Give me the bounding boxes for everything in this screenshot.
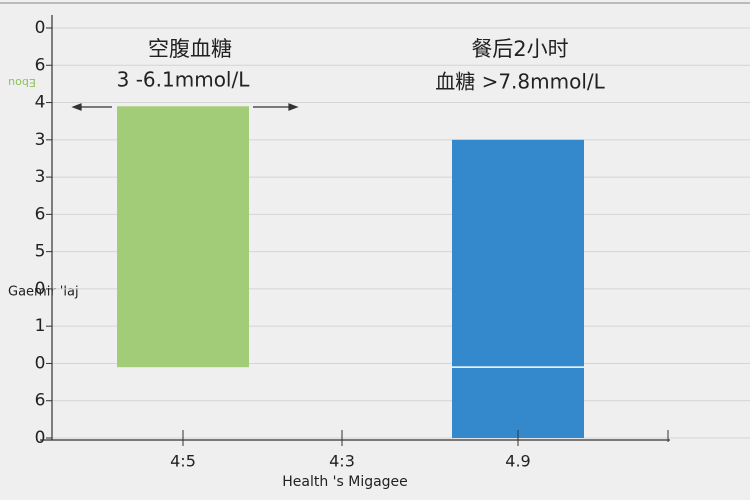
y-tick-label: 0 [35, 353, 46, 373]
annotation: 餐后2小时 [471, 37, 568, 61]
y-axis-subtitle: Ebou [8, 76, 36, 89]
y-tick-label: 0 [35, 279, 46, 299]
annotation: 空腹血糖 [148, 37, 232, 61]
range-arrows [71, 103, 299, 111]
annotation: 血糖 >7.8mmol/L [435, 70, 605, 94]
x-axis-title: Health 's Migagee [282, 474, 408, 490]
y-tick-label: 1 [35, 316, 46, 336]
y-tick-label: 0 [35, 18, 46, 38]
y-axis-title: Gaemir 'laj [8, 285, 79, 300]
y-tick-label: 5 [35, 242, 46, 262]
y-tick-label: 0 [35, 428, 46, 448]
y-tick-label: 6 [35, 391, 46, 411]
y-tick-label: 6 [35, 204, 46, 224]
y-tick-label: 6 [35, 55, 46, 75]
x-tick-label: 4.9 [505, 452, 530, 471]
y-tick-label: 4 [35, 93, 46, 113]
y-tick-label: 3 [35, 130, 46, 150]
x-tick-label: 4:5 [170, 452, 196, 471]
y-tick-label: 3 [35, 167, 46, 187]
bar [452, 139, 584, 438]
annotation: 3 -6.1mmol/L [117, 68, 251, 92]
bar [117, 106, 249, 368]
x-tick-label: 4:3 [329, 452, 355, 471]
